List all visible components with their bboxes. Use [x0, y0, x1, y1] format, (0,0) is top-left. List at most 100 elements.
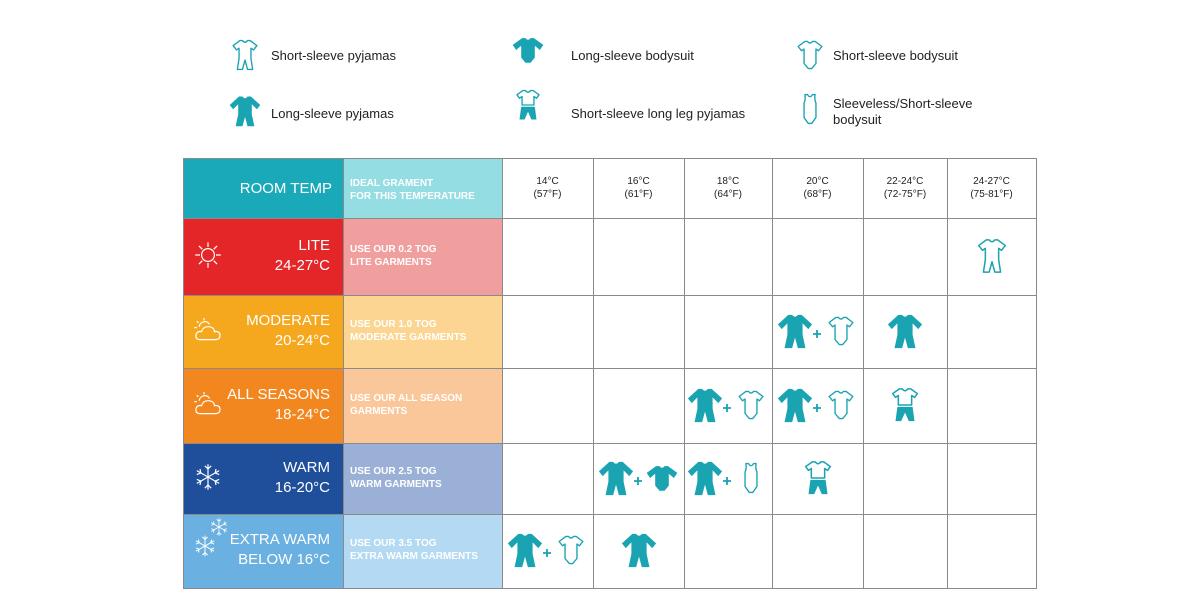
table-cell [343, 514, 503, 589]
row-note: GARMENTS [350, 405, 408, 417]
garment-icon [886, 312, 924, 350]
table-cell [947, 368, 1037, 444]
ideal-line: FOR THIS TEMPERATURE [350, 191, 475, 202]
temp-fahrenheit: (72-75°F) [883, 189, 927, 200]
table-cell [863, 443, 948, 515]
table-cell [502, 295, 594, 369]
garment-icon [597, 459, 635, 497]
table-cell [863, 218, 948, 296]
table-cell [183, 218, 344, 296]
row-name: EXTRA WARM [229, 531, 330, 548]
table-cell [183, 158, 344, 219]
garment-icon [973, 237, 1011, 275]
row-name: ALL SEASONS [227, 385, 330, 403]
table-cell [502, 218, 594, 296]
row-note: USE OUR 0.2 TOG [350, 243, 437, 255]
plus-sign [723, 403, 731, 412]
ideal-line: IDEAL GRAMENT [350, 178, 434, 189]
row-note: EXTRA WARM GARMENTS [350, 551, 478, 562]
temp-fahrenheit: (68°F) [803, 189, 832, 200]
table-cell [593, 368, 685, 444]
legend-icon [511, 88, 545, 122]
temp-fahrenheit: (57°F) [533, 189, 562, 200]
row-range: 16-20°C [274, 478, 330, 496]
table-cell [947, 295, 1037, 369]
table-cell [684, 158, 773, 219]
garment-icon [554, 533, 588, 567]
row-note: USE OUR 1.0 TOG [350, 318, 437, 330]
plus-sign [542, 549, 551, 557]
temp-celsius: 18°C [716, 176, 740, 187]
table-cell [343, 158, 503, 219]
table-cell [863, 514, 948, 589]
temp-celsius: 22-24°C [886, 176, 924, 187]
table-cell [863, 368, 948, 444]
temp-celsius: 20°C [806, 176, 829, 187]
row-name: LITE [298, 236, 330, 254]
garment-icon [886, 386, 924, 424]
row-range: 20-24°C [274, 331, 330, 349]
plus-sign [723, 476, 731, 485]
temp-celsius: 16°C [627, 176, 650, 187]
garment-icon [645, 461, 679, 495]
legend-label: Short-sleeve bodysuit [833, 48, 959, 63]
room-temp: ROOM TEMP [239, 180, 332, 197]
table-cell [502, 368, 594, 444]
legend-icon [228, 38, 262, 72]
temp-fahrenheit: (75-81°F) [970, 189, 1013, 200]
row-range: BELOW 16°C [238, 551, 330, 568]
table-cell [343, 218, 503, 296]
table-cell [593, 158, 685, 219]
garment-icon [734, 388, 768, 422]
row-note: USE OUR 2.5 TOG [350, 465, 437, 477]
row-note: WARM GARMENTS [350, 478, 442, 490]
table-cell [183, 295, 344, 369]
table-cell [183, 443, 344, 515]
row-note: LITE GARMENTS [350, 256, 432, 268]
table-cell [947, 443, 1037, 515]
row-note: USE OUR 3.5 TOG [350, 538, 437, 549]
plus-sign [633, 476, 642, 485]
table-cell [684, 514, 773, 589]
garment-icon [620, 531, 658, 569]
plus-sign [812, 403, 821, 412]
table-cell [593, 295, 685, 369]
legend-label: Short-sleeve pyjamas [271, 48, 396, 63]
legend-label: Long-sleeve pyjamas [271, 106, 394, 121]
legend-icon [793, 38, 827, 72]
temp-celsius: 24-27°C [973, 176, 1010, 187]
legend-icon [228, 94, 262, 128]
garment-icon [734, 461, 768, 495]
table-cell [502, 443, 594, 515]
table-cell [863, 158, 948, 219]
table-cell [947, 514, 1037, 589]
garment-icon [506, 531, 544, 569]
garment-icon [799, 459, 837, 497]
table-cell [772, 218, 864, 296]
temp-celsius: 14°C [536, 176, 559, 187]
table-cell [183, 514, 344, 589]
row-note: MODERATE GARMENTS [350, 331, 467, 343]
garment-icon [686, 459, 724, 497]
row-range: 24-27°C [274, 256, 330, 274]
table-cell [947, 218, 1037, 296]
table-cell [684, 218, 773, 296]
row-note: USE OUR ALL SEASON [350, 392, 463, 404]
row-range: 18-24°C [274, 405, 330, 423]
legend-icon [793, 92, 827, 126]
plus-sign [812, 329, 821, 338]
legend-label: Short-sleeve long leg pyjamas [571, 106, 746, 121]
legend-label: Sleeveless/Short-sleeve bodysuit [833, 96, 973, 127]
table-cell [684, 295, 773, 369]
garment-icon [824, 314, 858, 348]
table-cell [343, 295, 503, 369]
legend-label: Long-sleeve bodysuit [571, 48, 694, 63]
garment-icon [824, 388, 858, 422]
row-name: MODERATE [246, 311, 330, 329]
table-cell [593, 218, 685, 296]
row-name: WARM [283, 458, 330, 476]
temp-fahrenheit: (64°F) [714, 189, 742, 200]
table-cell [772, 514, 864, 589]
garment-icon [776, 312, 814, 350]
